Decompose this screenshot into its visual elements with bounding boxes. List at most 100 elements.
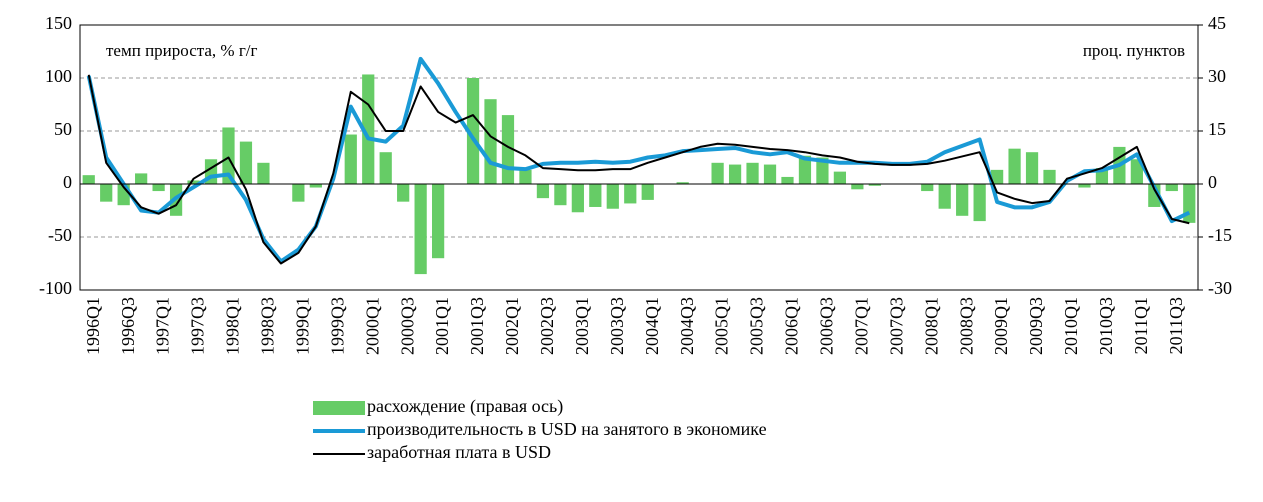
bar	[344, 134, 357, 184]
x-tick-label: 1999Q1	[292, 297, 312, 355]
bar	[414, 184, 427, 275]
bar	[239, 141, 253, 184]
bar	[222, 127, 235, 184]
bar	[1025, 152, 1039, 184]
x-tick-label: 2009Q3	[1026, 297, 1046, 355]
x-tick-label: 2007Q3	[886, 297, 906, 355]
x-tick-label: 2005Q1	[712, 297, 732, 355]
bar	[956, 184, 969, 216]
bar	[82, 175, 95, 184]
legend-label: расхождение (правая ось)	[367, 396, 563, 417]
y-tick-label: -50	[48, 225, 72, 245]
x-tick-label: 1996Q1	[83, 297, 103, 355]
x-tick-label: 2004Q3	[677, 297, 697, 355]
y-tick-label: -100	[39, 278, 72, 298]
bar	[135, 173, 148, 184]
bar	[519, 169, 532, 184]
y2-tick-label: 30	[1208, 66, 1226, 86]
bar	[711, 162, 724, 184]
x-tick-label: 2003Q1	[572, 297, 592, 355]
bar	[431, 184, 445, 259]
x-tick-label: 2005Q3	[747, 297, 767, 355]
x-tick-label: 1998Q3	[258, 297, 278, 355]
bar	[921, 184, 934, 192]
bar	[466, 78, 480, 184]
line-series	[86, 56, 1191, 264]
line-series	[87, 74, 1190, 265]
bar	[100, 184, 113, 202]
bar	[1078, 184, 1091, 188]
y2-tick-label: -30	[1208, 278, 1232, 298]
left-axis-note: темп прироста, % г/г	[106, 41, 258, 60]
bar	[1008, 148, 1021, 184]
bar	[292, 184, 305, 202]
bar	[641, 184, 654, 200]
bar	[973, 184, 986, 222]
x-tick-label: 1999Q3	[327, 297, 347, 355]
x-tick-label: 1996Q3	[118, 297, 138, 355]
bar	[938, 184, 951, 209]
x-tick-label: 2002Q1	[502, 297, 522, 355]
plot-frame	[79, 24, 1199, 291]
bar	[606, 184, 619, 209]
x-tick-label: 2000Q3	[397, 297, 417, 355]
x-tick-label: 2002Q3	[537, 297, 557, 355]
bar	[798, 155, 812, 184]
x-tick-label: 1997Q3	[188, 297, 208, 355]
bar	[536, 184, 550, 199]
bar	[1183, 184, 1196, 223]
x-tick-label: 2010Q3	[1096, 297, 1116, 355]
bar	[484, 99, 497, 184]
bar	[397, 184, 410, 202]
bar	[851, 184, 864, 190]
bar	[589, 184, 602, 207]
bar	[746, 162, 759, 184]
bar	[1165, 184, 1178, 192]
x-tick-label: 2011Q3	[1166, 297, 1186, 354]
bar	[554, 184, 567, 206]
bar	[763, 164, 777, 184]
x-tick-label: 2006Q1	[782, 297, 802, 355]
y2-tick-label: 15	[1208, 119, 1226, 139]
legend-label: производительность в USD на занятого в э…	[367, 419, 767, 439]
bar	[624, 184, 637, 204]
right-axis-note: проц. пунктов	[1083, 41, 1185, 60]
bar	[990, 169, 1004, 184]
x-tick-label: 2008Q3	[956, 297, 976, 355]
y-tick-label: 0	[63, 172, 72, 192]
x-tick-label: 2001Q1	[432, 297, 452, 355]
x-tick-label: 2007Q1	[851, 297, 871, 355]
x-tick-label: 2010Q1	[1061, 297, 1081, 355]
x-tick-label: 1997Q1	[153, 297, 173, 355]
bar	[1043, 169, 1056, 184]
y2-tick-label: 45	[1208, 13, 1226, 33]
x-tick-label: 2008Q1	[921, 297, 941, 355]
bar	[1130, 159, 1143, 184]
legend-label: заработная плата в USD	[367, 442, 551, 462]
bar	[868, 184, 881, 186]
x-tick-label: 2000Q1	[362, 297, 382, 355]
bar	[187, 180, 200, 184]
x-tick-label: 2004Q1	[642, 297, 662, 355]
bar	[379, 152, 392, 184]
x-tick-label: 1998Q1	[223, 297, 243, 355]
x-tick-label: 2003Q3	[607, 297, 627, 355]
bar	[257, 162, 270, 184]
bar	[309, 184, 322, 188]
bar	[816, 157, 829, 184]
x-tick-label: 2009Q1	[991, 297, 1011, 355]
y-tick-label: 50	[54, 119, 72, 139]
x-tick-label: 2011Q1	[1131, 297, 1151, 354]
bar	[781, 176, 794, 184]
y2-tick-label: 0	[1208, 172, 1217, 192]
y-tick-label: 100	[45, 66, 72, 86]
bar	[571, 184, 584, 213]
x-tick-label: 2001Q3	[467, 297, 487, 355]
y-tick-label: 150	[45, 13, 72, 33]
bar	[833, 171, 847, 184]
bar	[728, 164, 742, 184]
bar	[676, 182, 689, 184]
y2-tick-label: -15	[1208, 225, 1232, 245]
bar	[152, 184, 165, 192]
